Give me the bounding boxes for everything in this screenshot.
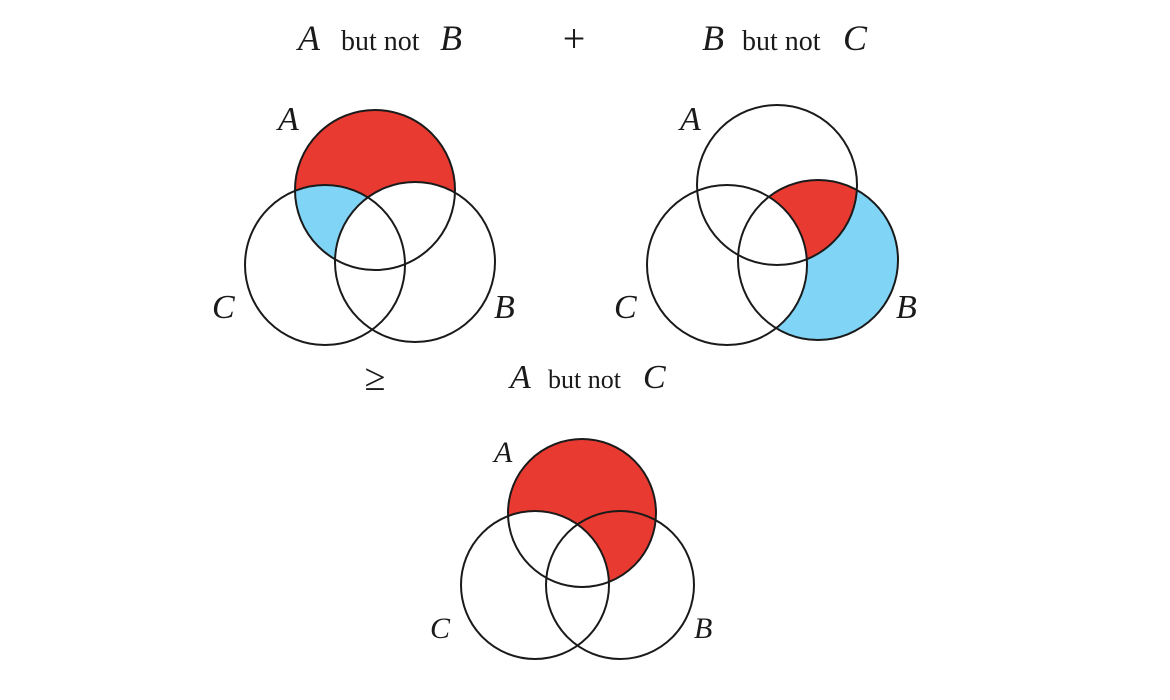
label-a: A (276, 101, 299, 138)
label-b: B (694, 612, 712, 645)
region-b-only (738, 180, 898, 340)
label-c: C (614, 289, 637, 326)
label-a: A (492, 436, 513, 469)
caption-set-b: B (702, 18, 724, 58)
label-b: B (896, 289, 917, 326)
caption-set-a: A (296, 18, 321, 58)
circle-a (507, 438, 657, 588)
circle-b (737, 179, 899, 341)
caption-a-but-not-c: A but not C (508, 359, 666, 396)
circle-b (334, 181, 496, 343)
geq-sign: ≥ (365, 357, 386, 399)
region-a-not-c (508, 439, 656, 587)
caption-connector: but not (548, 365, 622, 394)
venn-a-but-not-c: A B C (430, 436, 712, 660)
circle-c (460, 510, 610, 660)
caption-connector: but not (742, 26, 821, 57)
venn-a-but-not-b: A B C (212, 101, 515, 346)
plus-sign: + (563, 16, 586, 61)
caption-set-b: B (440, 18, 462, 58)
circle-c (646, 184, 808, 346)
circle-a (696, 104, 858, 266)
label-c: C (212, 289, 235, 326)
label-a: A (678, 101, 701, 138)
caption-b-but-not-c: B but not C (702, 18, 868, 58)
caption-set-c: C (843, 18, 868, 58)
caption-a-but-not-b: A but not B (296, 18, 462, 58)
caption-connector: but not (341, 26, 420, 57)
circle-b (545, 510, 695, 660)
label-c: C (430, 612, 451, 645)
caption-set-c: C (643, 359, 666, 396)
label-b: B (494, 289, 515, 326)
circle-c (244, 184, 406, 346)
caption-set-a: A (508, 359, 531, 396)
venn-b-but-not-c: A B C (614, 101, 917, 346)
